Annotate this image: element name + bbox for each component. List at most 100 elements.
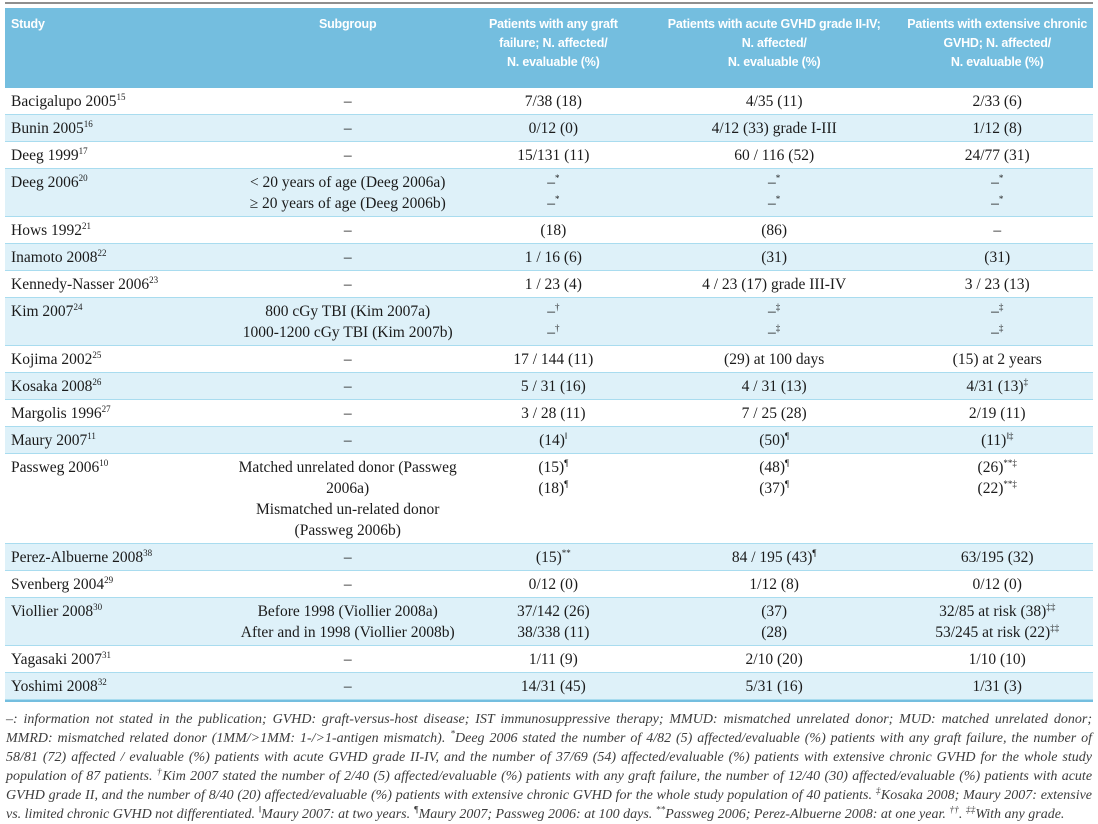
reference-number: 23	[149, 274, 159, 285]
acute-gvhd-cell: 4 / 23 (17) grade III-IV	[647, 271, 902, 297]
study-cell: Maury 200711	[11, 430, 96, 449]
footnote-marker: ‖	[564, 430, 568, 441]
footnote-marker: ‡	[998, 322, 1004, 333]
chronic-gvhd-cell: 1/12 (8)	[901, 115, 1092, 141]
cell-line: 0/12 (0)	[972, 576, 1022, 593]
footnote-marker: *	[775, 172, 781, 183]
chronic-gvhd-cell: 63/195 (32)	[901, 544, 1092, 570]
reference-number: 16	[83, 118, 93, 129]
study-cell: Yagasaki 200731	[11, 649, 111, 668]
footnote-marker: ¶	[564, 478, 569, 489]
acute-gvhd-cell: 84 / 195 (43)¶	[647, 544, 902, 570]
subgroup-cell: –	[236, 88, 460, 114]
graft-failure-cell: 14/31 (45)	[460, 673, 647, 699]
cell-line: 15/131 (11)	[517, 147, 590, 164]
acute-gvhd-cell: (86)	[647, 217, 902, 243]
graft-failure-cell: (15)**	[460, 544, 647, 570]
cell-line: (31)	[984, 249, 1011, 266]
chronic-gvhd-cell: 24/77 (31)	[901, 142, 1092, 168]
study-cell: Kosaka 200826	[11, 376, 102, 395]
graft-failure-cell: (18)	[460, 217, 647, 243]
cell-line: 4/35 (11)	[745, 93, 803, 110]
graft-failure-cell: 0/12 (0)	[460, 571, 647, 597]
footnote-marker: ‖‡	[1006, 430, 1014, 441]
cell-line: (31)	[761, 249, 788, 266]
study-cell: Passweg 200610	[11, 457, 109, 476]
cell-line: Mismatched un-related donor (Passweg 200…	[256, 501, 440, 539]
cell-line: (14)‖	[539, 430, 568, 449]
study-cell: Inamoto 200822	[11, 247, 107, 266]
table-footnote: –: information not stated in the publica…	[6, 712, 1093, 822]
header-line: N. affected/	[741, 36, 807, 50]
top-rule	[5, 2, 1093, 4]
reference-number: 11	[87, 430, 96, 441]
cell-line: –	[343, 678, 352, 695]
cell-line: ≥ 20 years of age (Deeg 2006b)	[249, 195, 446, 212]
header-line: GVHD; N. affected/	[943, 36, 1051, 50]
header-line: N. evaluable (%)	[950, 55, 1044, 69]
table-row: Svenberg 200429 – 0/12 (0) 1/12 (8) 0/12 (0)	[5, 571, 1093, 598]
reference-number: 27	[101, 403, 111, 414]
graft-failure-cell: 15/131 (11)	[460, 142, 647, 168]
subgroup-cell: –	[236, 427, 460, 453]
reference-number: 29	[104, 574, 114, 585]
cell-line: –	[343, 222, 352, 239]
chronic-gvhd-cell: 0/12 (0)	[901, 571, 1092, 597]
footnote-marker: †	[554, 322, 560, 333]
study-cell: Margolis 199627	[11, 403, 111, 422]
footnote-marker: †	[554, 301, 560, 312]
chronic-gvhd-cell: –* –*	[901, 169, 1092, 216]
table-row: Kennedy-Nasser 200623 – 1 / 23 (4) 4 / 23 (…	[5, 271, 1093, 298]
table-row: Hows 199221 – (18) (86) –	[5, 217, 1093, 244]
subgroup-cell: –	[236, 217, 460, 243]
table-row: Kojima 200225 – 17 / 144 (11) (29) at 100 d…	[5, 346, 1093, 373]
chronic-gvhd-cell: (11)‖‡	[901, 427, 1092, 453]
cell-line: (29) at 100 days	[724, 351, 825, 368]
footnote-marker: ¶	[812, 547, 817, 558]
cell-line: –‡	[991, 322, 1004, 341]
graft-failure-cell: (15)¶ (18)¶	[460, 454, 647, 501]
graft-failure-cell: –† –†	[460, 298, 647, 345]
table-row: Passweg 200610 Matched unrelated donor (P…	[5, 454, 1093, 544]
footnote-marker: *	[554, 172, 560, 183]
cell-line: 800 cGy TBI (Kim 2007a)	[265, 303, 431, 320]
cell-line: After and in 1998 (Viollier 2008b)	[240, 624, 455, 641]
study-cell: Bacigalupo 200515	[11, 91, 126, 110]
cell-line: 7 / 25 (28)	[741, 405, 807, 422]
cell-line: 0/12 (0)	[528, 120, 579, 137]
graft-failure-cell: 1 / 16 (6)	[460, 244, 647, 270]
column-header-acute-gvhd: Patients with acute GVHD grade II-IV; N. …	[647, 8, 902, 88]
reference-number: 10	[99, 457, 109, 468]
footnote-marker: *	[775, 193, 781, 204]
footnote-marker: ‡‡	[1046, 601, 1056, 612]
subgroup-cell: –	[236, 271, 460, 297]
subgroup-cell: –	[236, 544, 460, 570]
cell-line: –	[343, 378, 352, 395]
chronic-gvhd-cell: 3 / 23 (13)	[901, 271, 1092, 297]
reference-number: 21	[82, 220, 92, 231]
graft-failure-cell: 1/11 (9)	[460, 646, 647, 672]
cell-line: –‡	[991, 301, 1004, 320]
acute-gvhd-cell: –‡ –‡	[647, 298, 902, 345]
table-row: Deeg 200620 < 20 years of age (Deeg 2006a…	[5, 169, 1093, 217]
cell-line: 0/12 (0)	[528, 576, 579, 593]
cell-line: –†	[547, 301, 560, 320]
table-row: Deeg 199917 – 15/131 (11) 60 / 116 (52) 24/7…	[5, 142, 1093, 169]
header-line: Subgroup	[318, 17, 377, 31]
cell-line: –	[993, 222, 1002, 239]
column-header-study: Study	[5, 8, 236, 88]
footnote-marker: ‡	[775, 322, 781, 333]
table-header-row: Study Subgroup Patients with any graft fail…	[5, 8, 1093, 88]
chronic-gvhd-cell: (15) at 2 years	[901, 346, 1092, 372]
footnote-marker: **‡	[1003, 457, 1017, 468]
reference-number: 26	[92, 376, 102, 387]
cell-line: 63/195 (32)	[960, 549, 1034, 566]
study-cell: Kojima 200225	[11, 349, 102, 368]
cell-line: 5/31 (16)	[745, 678, 803, 695]
chronic-gvhd-cell: 4/31 (13)‡	[901, 373, 1092, 399]
cell-line: (28)	[761, 624, 788, 641]
cell-line: –	[343, 549, 352, 566]
footnote-marker: ‡	[998, 301, 1004, 312]
table-row: Perez-Albuerne 200838 – (15)** 84 / 195 (43…	[5, 544, 1093, 571]
study-cell: Yoshimi 200832	[11, 676, 107, 695]
